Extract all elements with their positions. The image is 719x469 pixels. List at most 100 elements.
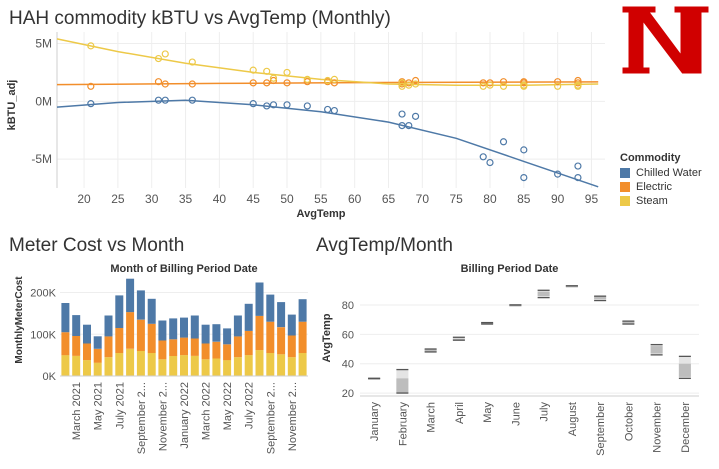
x-tick-label: December (680, 402, 692, 453)
bar-segment-chilled-water (190, 315, 199, 339)
point-steam (520, 81, 528, 89)
bar-segment-chilled-water (244, 303, 253, 331)
bar-segment-chilled-water (287, 314, 296, 336)
bar-segment-electric (287, 335, 296, 358)
point-steam (330, 75, 338, 83)
point-chilled-water (269, 101, 278, 109)
bar-segment-chilled-water (115, 295, 124, 328)
x-tick-label: 65 (382, 192, 396, 206)
bar-segment-electric (298, 321, 307, 353)
bar-segment-electric (126, 312, 135, 349)
bar-segment-chilled-water (136, 290, 145, 320)
point-electric (283, 79, 291, 87)
point-chilled-water (486, 158, 494, 167)
point-steam (263, 67, 271, 75)
point-steam (283, 68, 291, 77)
legend-item-electric[interactable]: Electric (620, 181, 702, 193)
point-steam (269, 74, 278, 82)
legend-item-steam[interactable]: Steam (620, 195, 702, 207)
x-tick-label: 95 (585, 192, 599, 206)
bar-segment-electric (72, 335, 81, 356)
bar-segment-electric (266, 321, 275, 353)
bar-segment-electric (233, 336, 242, 358)
point-chilled-water (554, 170, 562, 178)
x-tick-label: November (652, 402, 664, 453)
point-chilled-water (479, 153, 487, 161)
bar-segment-chilled-water (104, 315, 113, 337)
box-iqr (650, 346, 663, 354)
bar-segment-chilled-water (61, 303, 70, 333)
bar-segment-electric (212, 341, 221, 359)
bar-segment-steam (266, 353, 275, 376)
legend-swatch (620, 168, 630, 178)
x-tick-label: 70 (416, 192, 430, 206)
bar-segment-steam (104, 357, 113, 376)
point-electric (188, 80, 196, 88)
bar-segment-chilled-water (266, 294, 275, 322)
y-tick-label: -5M (31, 152, 52, 166)
x-tick-label: July (539, 402, 551, 422)
main-chart-title: HAH commodity kBTU vs AvgTemp (Monthly) (9, 8, 391, 29)
point-electric (411, 76, 420, 85)
point-electric (479, 79, 487, 87)
x-tick-label: January 2022 (179, 382, 191, 449)
box-iqr (481, 322, 494, 325)
bar-segment-electric (255, 315, 264, 351)
bar-segment-chilled-water (212, 324, 221, 342)
bar-segment-steam (212, 358, 221, 376)
x-tick-label: September 2... (265, 382, 277, 454)
point-chilled-water (188, 96, 196, 104)
legend-item-chilled-water[interactable]: Chilled Water (620, 167, 702, 179)
point-chilled-water (520, 174, 528, 182)
box-iqr (622, 321, 635, 324)
commodity-legend[interactable]: Commodity Chilled Water Electric Steam (620, 152, 702, 209)
box-iqr (509, 305, 522, 307)
bar-segment-steam (158, 359, 167, 376)
trend-line-chilled-water (56, 99, 599, 188)
box-iqr (368, 378, 381, 380)
scatter-chart[interactable]: 20 25 30 35 40 45 50 55 60 65 70 75 80 85 90 95 5M 0M -5M A… (0, 28, 612, 253)
point-chilled-water (411, 112, 420, 120)
x-tick-label: September 2... (136, 382, 148, 454)
y-axis-label: AvgTemp (321, 313, 333, 362)
point-electric (520, 78, 528, 86)
x-tick-label: March 2021 (71, 382, 83, 440)
box-iqr (594, 296, 607, 300)
x-tick-label: March (426, 402, 438, 433)
bar-segment-electric (169, 339, 178, 356)
point-chilled-water (249, 100, 257, 108)
point-electric (303, 78, 311, 86)
x-tick-label: October (623, 402, 635, 441)
bar-segment-electric (180, 337, 188, 356)
point-steam (499, 82, 508, 90)
university-n-logo (612, 0, 719, 80)
bar-segment-chilled-water (180, 317, 188, 338)
y-tick-label: 5M (35, 37, 52, 51)
point-chilled-water (574, 162, 582, 170)
meter-cost-bar-chart[interactable]: Month of Billing Period Date 0K 100K 200K Mo… (0, 258, 310, 468)
bar-segment-electric (223, 344, 232, 361)
x-tick-label: 25 (111, 192, 125, 206)
avgtemp-month-box-chart[interactable]: Billing Period Date 20 40 60 80 AvgTemp Januar… (316, 258, 719, 468)
point-chilled-water (574, 174, 582, 182)
x-tick-label: August (567, 402, 579, 436)
point-chilled-water (499, 138, 508, 146)
point-electric (249, 79, 257, 87)
bar-segment-chilled-water (298, 299, 307, 322)
bar-segment-electric (277, 327, 286, 355)
bar-segment-steam (72, 356, 81, 376)
bar-segment-electric (201, 343, 210, 360)
bar-segment-chilled-water (72, 315, 81, 336)
y-tick-label: 0K (43, 371, 57, 383)
point-steam (303, 75, 311, 83)
y-tick-label: 100K (30, 329, 56, 341)
x-tick-label: February (397, 402, 409, 447)
box-chart-header: Billing Period Date (461, 263, 559, 275)
bar-segment-electric (190, 338, 199, 356)
bar-segment-steam (277, 354, 286, 376)
point-chilled-water (87, 100, 95, 108)
y-axis-label: kBTU_adj (6, 80, 18, 131)
bar-segment-electric (61, 332, 70, 356)
point-chilled-water (303, 102, 311, 110)
bar-segment-chilled-water (233, 315, 242, 337)
